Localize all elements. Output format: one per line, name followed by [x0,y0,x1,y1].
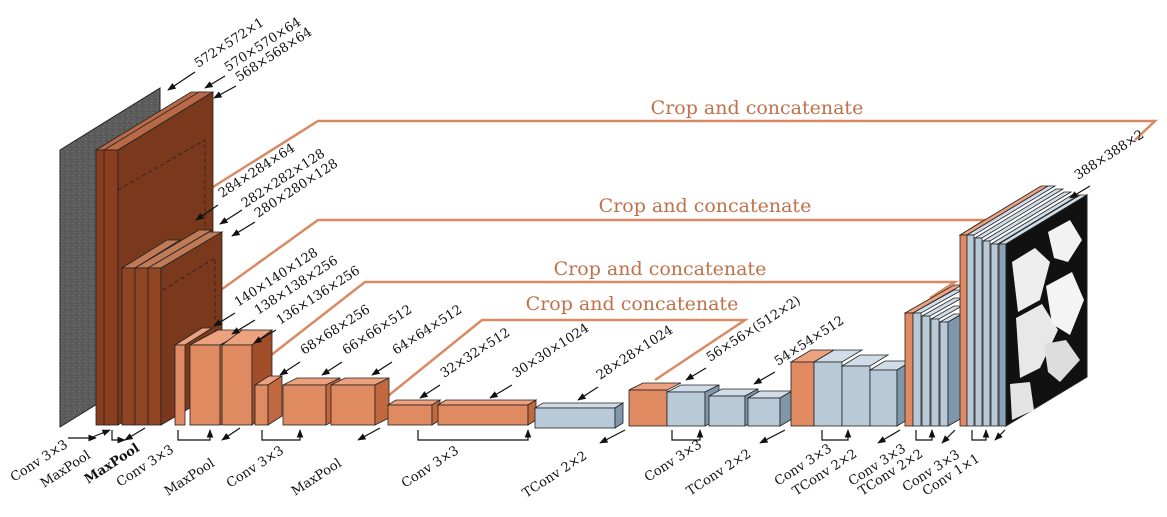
crop-label-2: Crop and concatenate [599,195,812,217]
decoder-level-3 [789,349,914,427]
op-conv-5: Conv 3×3 [642,437,705,485]
skip-connection-1 [204,119,1159,194]
decoder-level-4 [628,382,794,427]
crop-label-1: Crop and concatenate [651,97,864,119]
op-tconv-1: TConv 2×2 [520,449,590,502]
crop-label-4: Crop and concatenate [526,293,739,315]
op-conv-3: Conv 3×3 [224,443,287,491]
encoder-level-4 [253,375,390,426]
operation-labels: Conv 3×3 MaxPool MaxPool Conv 3×3 MaxPoo… [8,427,1006,502]
dim-68: 68×68×256 [298,302,373,358]
op-maxpool-3: MaxPool [162,456,218,499]
skip-connection-4 [387,318,750,397]
crop-label-3: Crop and concatenate [554,258,767,280]
bottleneck [386,399,625,429]
skip-connections: Crop and concatenate Crop and concatenat… [204,97,1159,397]
op-conv-4: Conv 3×3 [399,443,462,491]
decoder-level-2 [903,284,964,427]
dim-32: 32×32×512 [438,325,513,381]
skip-connection-3 [269,280,960,357]
output-segmentation [1005,194,1088,427]
encoder-level-3 [173,327,274,426]
op-maxpool-4: MaxPool [289,456,345,499]
dim-30: 30×30×1024 [510,321,592,381]
dim-388: 388×388×2 [1072,127,1147,183]
